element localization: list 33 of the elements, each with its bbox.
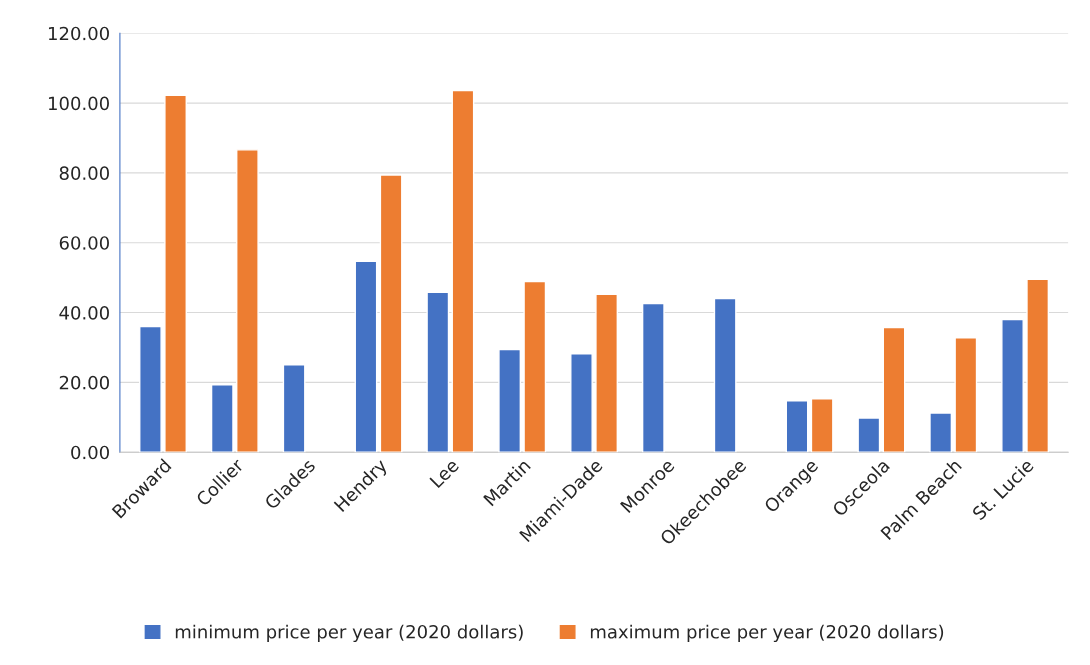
bar (929, 412, 953, 453)
bar (426, 291, 450, 453)
bar (954, 336, 978, 453)
y-tick-label: 20.00 (59, 375, 109, 390)
y-tick-label: 60.00 (59, 236, 109, 250)
bar (713, 297, 737, 453)
bar (164, 94, 187, 453)
bar (1026, 278, 1050, 453)
bar (857, 417, 881, 453)
bar (595, 293, 619, 453)
bar (570, 353, 593, 453)
y-tick-label: 0.00 (71, 445, 109, 460)
bar (379, 174, 403, 453)
bar (236, 149, 259, 453)
bar (139, 325, 162, 453)
bar (641, 302, 665, 453)
x-tick-label: Lee (429, 458, 460, 489)
bar (810, 398, 834, 453)
bar (785, 400, 809, 453)
y-tick-label: 80.00 (59, 166, 109, 181)
bar (523, 280, 547, 453)
bar (354, 260, 378, 453)
bar (210, 384, 234, 453)
y-tick-label: 40.00 (59, 306, 109, 320)
bar (882, 326, 906, 453)
legend-label: minimum price per year (2020 dollars) (175, 624, 523, 643)
bar (451, 89, 475, 453)
y-tick-label: 100.00 (48, 96, 109, 111)
bar (282, 364, 306, 453)
bar (498, 348, 522, 453)
legend-label: maximum price per year (2020 dollars) (590, 624, 944, 643)
bar (1001, 318, 1024, 453)
y-tick-label: 120.00 (48, 26, 109, 41)
